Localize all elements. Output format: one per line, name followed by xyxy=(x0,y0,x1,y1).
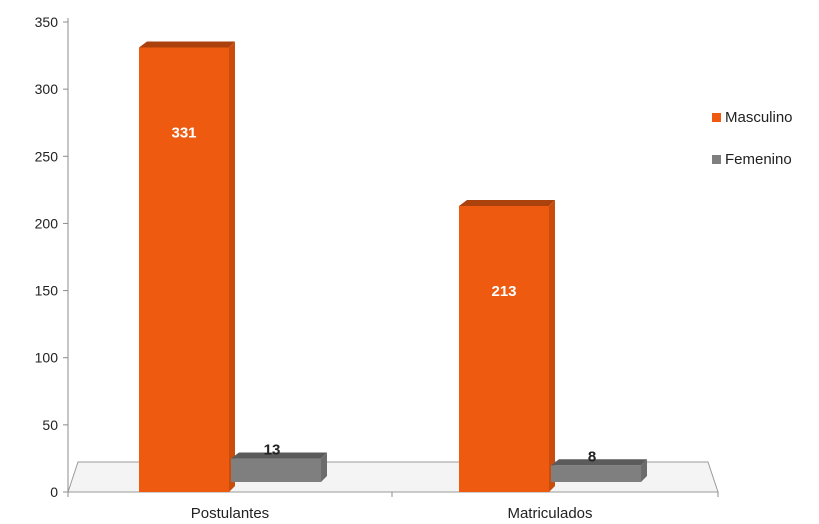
legend-label-masculino: Masculino xyxy=(725,108,793,126)
bar-femenino xyxy=(231,452,327,482)
y-tick-label: 300 xyxy=(35,81,59,97)
labels-layer: Postulantes 331 13 Matriculados 213 8 xyxy=(171,125,596,522)
y-tick-label: 200 xyxy=(35,215,59,231)
legend-label-femenino: Femenino xyxy=(725,150,792,168)
bar-masculino xyxy=(459,199,555,492)
y-tick-label: 50 xyxy=(42,417,58,433)
bar-front-face xyxy=(459,205,549,492)
bar-front-face xyxy=(139,47,229,493)
y-tick-label: 350 xyxy=(35,14,59,30)
y-tick-label: 100 xyxy=(35,350,59,366)
data-label-masculino: 213 xyxy=(491,283,516,300)
bar-side-face xyxy=(229,41,235,493)
y-tick-label: 250 xyxy=(35,148,59,164)
legend-swatch-femenino xyxy=(712,154,721,164)
bar-side-face xyxy=(549,199,555,492)
bar-femenino xyxy=(551,459,647,482)
data-label-femenino: 8 xyxy=(588,448,596,465)
y-tick-label: 0 xyxy=(50,484,58,500)
data-label-femenino: 13 xyxy=(264,442,281,459)
bar-top-face xyxy=(139,41,235,48)
legend-swatch-masculino xyxy=(712,112,721,122)
data-label-masculino: 331 xyxy=(171,125,196,142)
bar-side-face xyxy=(321,452,327,482)
axis-layer: 0 50 100 150 200 250 300 350 xyxy=(35,14,719,500)
bar-top-face xyxy=(231,452,327,459)
y-tick-label: 150 xyxy=(35,283,59,299)
bar-side-face xyxy=(641,459,647,482)
bars-layer xyxy=(139,41,647,493)
category-label: Postulantes xyxy=(191,505,269,522)
legend-item-femenino: Femenino xyxy=(712,148,793,170)
bar-front-face xyxy=(231,458,321,482)
bar-front-face xyxy=(551,465,641,482)
bar-top-face xyxy=(459,199,555,206)
legend: Masculino Femenino xyxy=(712,106,793,190)
bar-top-face xyxy=(551,459,647,466)
category-label: Matriculados xyxy=(507,505,592,522)
bar-masculino xyxy=(139,41,235,493)
legend-item-masculino: Masculino xyxy=(712,106,793,128)
